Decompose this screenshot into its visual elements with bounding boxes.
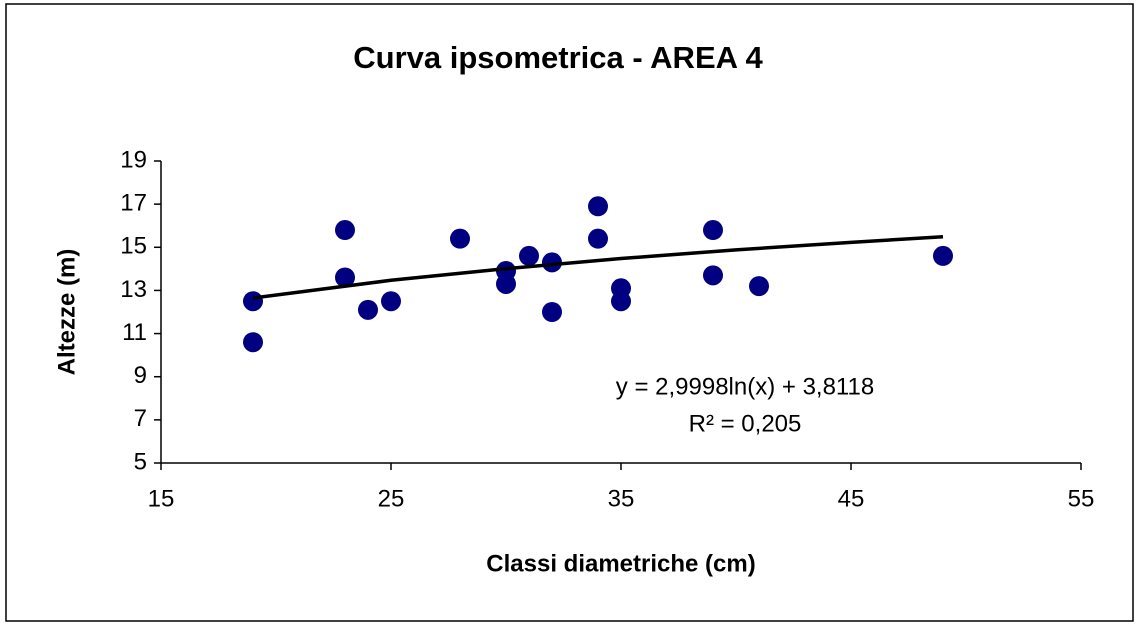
point — [381, 291, 401, 312]
point — [588, 228, 608, 249]
y-tick-label: 9 — [134, 362, 147, 389]
trendline — [252, 234, 944, 300]
y-tick-label: 13 — [120, 276, 147, 303]
point — [450, 228, 470, 249]
chart-title: Curva ipsometrica - AREA 4 — [353, 40, 763, 75]
point — [358, 299, 378, 320]
chart-frame — [5, 3, 1134, 622]
y-tick-label: 15 — [120, 233, 147, 260]
x-tick-label: 45 — [838, 485, 865, 512]
y-tick-label: 7 — [134, 405, 147, 432]
x-tick-label: 15 — [148, 485, 175, 512]
point — [542, 302, 562, 322]
point — [933, 245, 953, 266]
point — [588, 196, 608, 217]
x-tick-label: 35 — [608, 485, 635, 512]
point — [519, 245, 539, 266]
point — [703, 265, 723, 286]
x-axis-label: Classi diametriche (cm) — [486, 550, 755, 577]
r-squared: R² = 0,205 — [689, 410, 802, 437]
y-tick-label: 17 — [120, 189, 147, 216]
x-tick-label: 25 — [378, 485, 405, 512]
point — [749, 276, 769, 297]
point — [335, 267, 355, 288]
y-tick-label: 19 — [120, 146, 147, 173]
x-tick-label: 55 — [1068, 485, 1095, 512]
y-tick-label: 11 — [122, 319, 147, 346]
point — [611, 291, 631, 312]
y-tick-label: 5 — [134, 448, 147, 475]
point — [496, 273, 516, 294]
y-axis-label: Altezze (m) — [53, 249, 80, 376]
point — [243, 332, 263, 353]
point — [335, 220, 355, 241]
point — [243, 291, 263, 312]
equation: y = 2,9998ln(x) + 3,8118 — [616, 373, 874, 400]
point — [542, 252, 562, 273]
point — [703, 220, 723, 241]
